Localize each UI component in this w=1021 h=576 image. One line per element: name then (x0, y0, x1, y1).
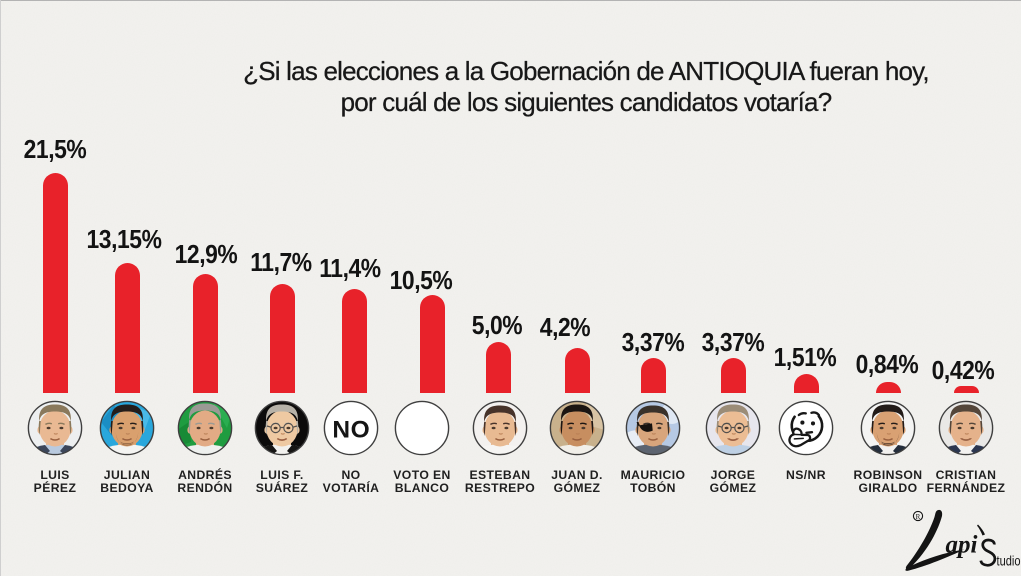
svg-text:NO: NO (332, 416, 370, 443)
svg-text:api: api (946, 532, 978, 559)
svg-text:R: R (916, 513, 921, 521)
svg-text:tudio: tudio (997, 553, 1021, 568)
